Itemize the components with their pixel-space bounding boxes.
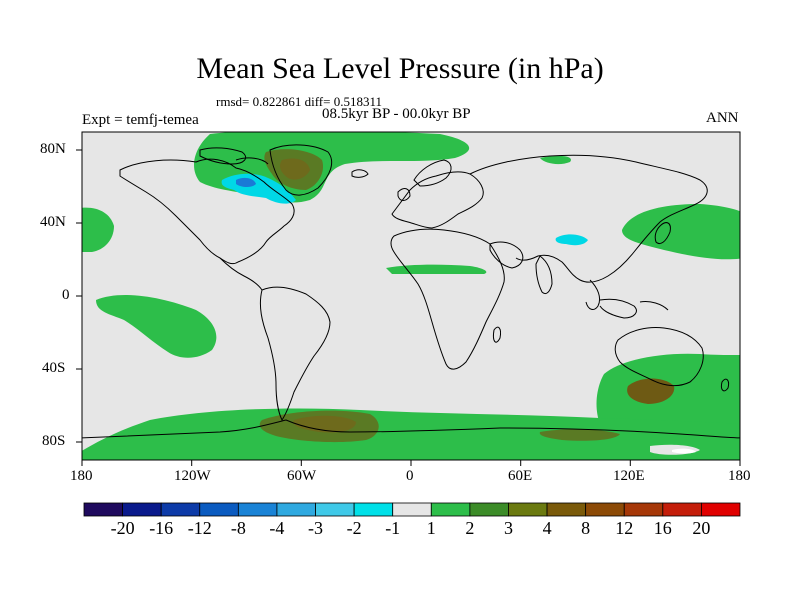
colorbar-swatch [585,502,625,517]
colorbar-label: 2 [465,518,475,538]
colorbar-swatch [430,502,471,517]
y-tick-label: 0 [62,287,70,303]
stats-label: rmsd= 0.822861 diff= 0.518311 [216,94,382,109]
coast-scandinavia [413,159,452,187]
coast-south-america [259,286,331,421]
colorbar-label: -16 [149,518,174,538]
y-ticks [76,149,82,443]
coast-antarctica [82,419,740,439]
y-tick-label: 40N [40,214,66,230]
coast-iceland [351,169,369,178]
colorbar-label: 20 [692,518,711,538]
colorbar-swatch [122,502,162,517]
y-tick-label: 40S [42,360,66,376]
coast-new-zealand [721,378,729,392]
x-tick-label: 60E [508,468,533,484]
colorbar-label: 1 [426,518,436,538]
colorbar-label: -3 [308,518,323,538]
x-tick-label: 60W [287,468,317,484]
colorbar-label: -2 [346,518,362,538]
field-asia-negative [555,234,588,246]
x-tick-label: 180 [728,468,751,484]
coast-africa [390,228,505,370]
coast-india [535,255,553,295]
coastlines [82,144,740,439]
field-greenland-core [280,158,310,180]
map-title: Mean Sea Level Pressure (in hPa) [196,52,604,85]
period-label: 08.5kyr BP - 00.0kyr BP [322,106,471,122]
field-southern-band [82,408,740,460]
x-tick-label: 180 [70,468,93,484]
coast-japan [654,222,671,245]
colorbar-swatch [392,502,432,517]
colorbar-swatch [508,502,548,517]
colorbar-swatch [237,502,278,517]
colorbar-label: 3 [504,518,513,538]
field-npacific-west [82,207,114,252]
colorbar-label: -8 [230,518,246,538]
colorbar-swatch [276,502,316,517]
field-gap-2 [672,448,696,454]
coast-uk [397,188,411,201]
colorbar-swatch [160,502,201,517]
x-ticks [81,460,741,466]
colorbar-swatch [469,502,509,517]
x-tick-label: 120E [613,468,645,484]
colorbar-swatch [546,502,587,517]
coast-central-america [219,257,263,291]
coast-asia [469,154,708,283]
colorbar-label: -20 [110,518,135,538]
field-sindian-core [627,378,675,404]
coast-arctic-islands [199,147,269,165]
coast-australia [614,327,704,387]
field-antarctic-core [293,415,356,433]
field-antarctic-east [539,429,620,441]
season-label: ANN [706,110,739,126]
colorbar-swatch [662,502,702,517]
colorbar-label: -12 [187,518,212,538]
field-npacific-east [622,204,740,260]
colorbar-swatch [353,502,394,517]
y-tick-label: 80N [40,141,66,157]
colorbar-swatch [199,502,239,517]
colorbar-label: 16 [653,518,672,538]
field-spacific-positive [96,295,217,358]
colorbar-swatch [315,502,355,517]
coast-se-asia [585,279,669,319]
coast-arabia [489,241,524,269]
colorbar-label: 12 [615,518,634,538]
colorbar-swatch [701,502,741,517]
colorbar-swatch [623,502,664,517]
colorbar-swatch [83,502,123,517]
colorbar-label: -4 [269,518,285,538]
colorbar-label: 8 [581,518,591,538]
coast-greenland [269,144,333,196]
coast-madagascar [493,326,501,343]
y-tick-label: 80S [42,433,66,449]
x-tick-label: 0 [406,468,414,484]
coast-europe [391,171,484,229]
field-arctic-east [540,155,571,165]
coast-north-america [119,158,295,265]
colorbar-label: -1 [385,518,401,538]
field-sahel-band [386,264,487,274]
colorbar-label: 4 [542,518,552,538]
experiment-label: Expt = temfj-temea [82,112,199,128]
colorbar [83,502,741,517]
x-tick-label: 120W [174,468,211,484]
field-hudson-core [236,177,256,187]
